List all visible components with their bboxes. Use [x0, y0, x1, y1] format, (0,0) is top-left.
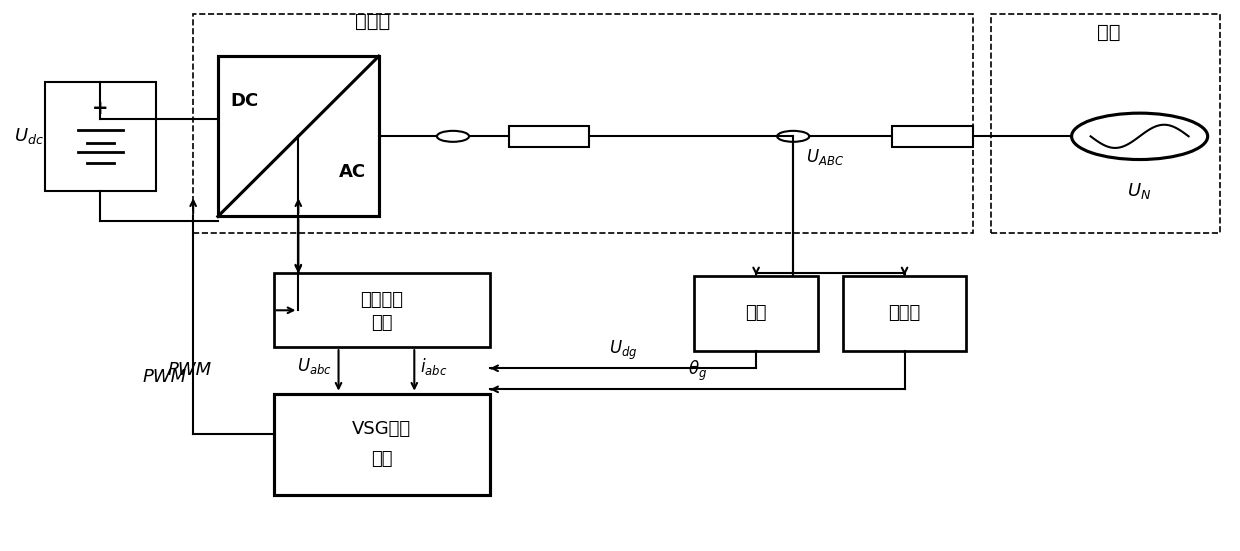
Text: $U_N$: $U_N$ — [1127, 181, 1152, 201]
FancyBboxPatch shape — [843, 276, 966, 352]
Text: PWM: PWM — [143, 368, 187, 386]
FancyBboxPatch shape — [694, 276, 818, 352]
FancyBboxPatch shape — [274, 273, 490, 347]
Text: $U_{dg}$: $U_{dg}$ — [609, 339, 637, 362]
FancyBboxPatch shape — [274, 393, 490, 495]
FancyBboxPatch shape — [893, 126, 972, 147]
Text: 变流器: 变流器 — [355, 12, 391, 31]
FancyBboxPatch shape — [218, 56, 378, 217]
Text: $U_{abc}$: $U_{abc}$ — [298, 356, 332, 376]
Text: DC: DC — [231, 92, 258, 110]
Text: $i_{abc}$: $i_{abc}$ — [420, 355, 448, 377]
Text: 锁相环: 锁相环 — [888, 305, 920, 322]
Text: PWM: PWM — [167, 361, 212, 380]
Text: 系统: 系统 — [371, 450, 393, 468]
Text: $\theta_g$: $\theta_g$ — [688, 359, 707, 383]
Text: 负载: 负载 — [745, 305, 766, 322]
FancyBboxPatch shape — [45, 82, 156, 191]
Text: 电压电流: 电压电流 — [361, 291, 403, 309]
Text: $U_{ABC}$: $U_{ABC}$ — [806, 148, 843, 168]
Text: 电网: 电网 — [1097, 23, 1121, 41]
Text: 采集: 采集 — [371, 314, 393, 332]
Text: +: + — [92, 99, 109, 118]
Text: $U_{dc}$: $U_{dc}$ — [14, 126, 43, 147]
Text: VSG控制: VSG控制 — [352, 420, 412, 438]
Text: AC: AC — [340, 163, 366, 181]
FancyBboxPatch shape — [508, 126, 589, 147]
